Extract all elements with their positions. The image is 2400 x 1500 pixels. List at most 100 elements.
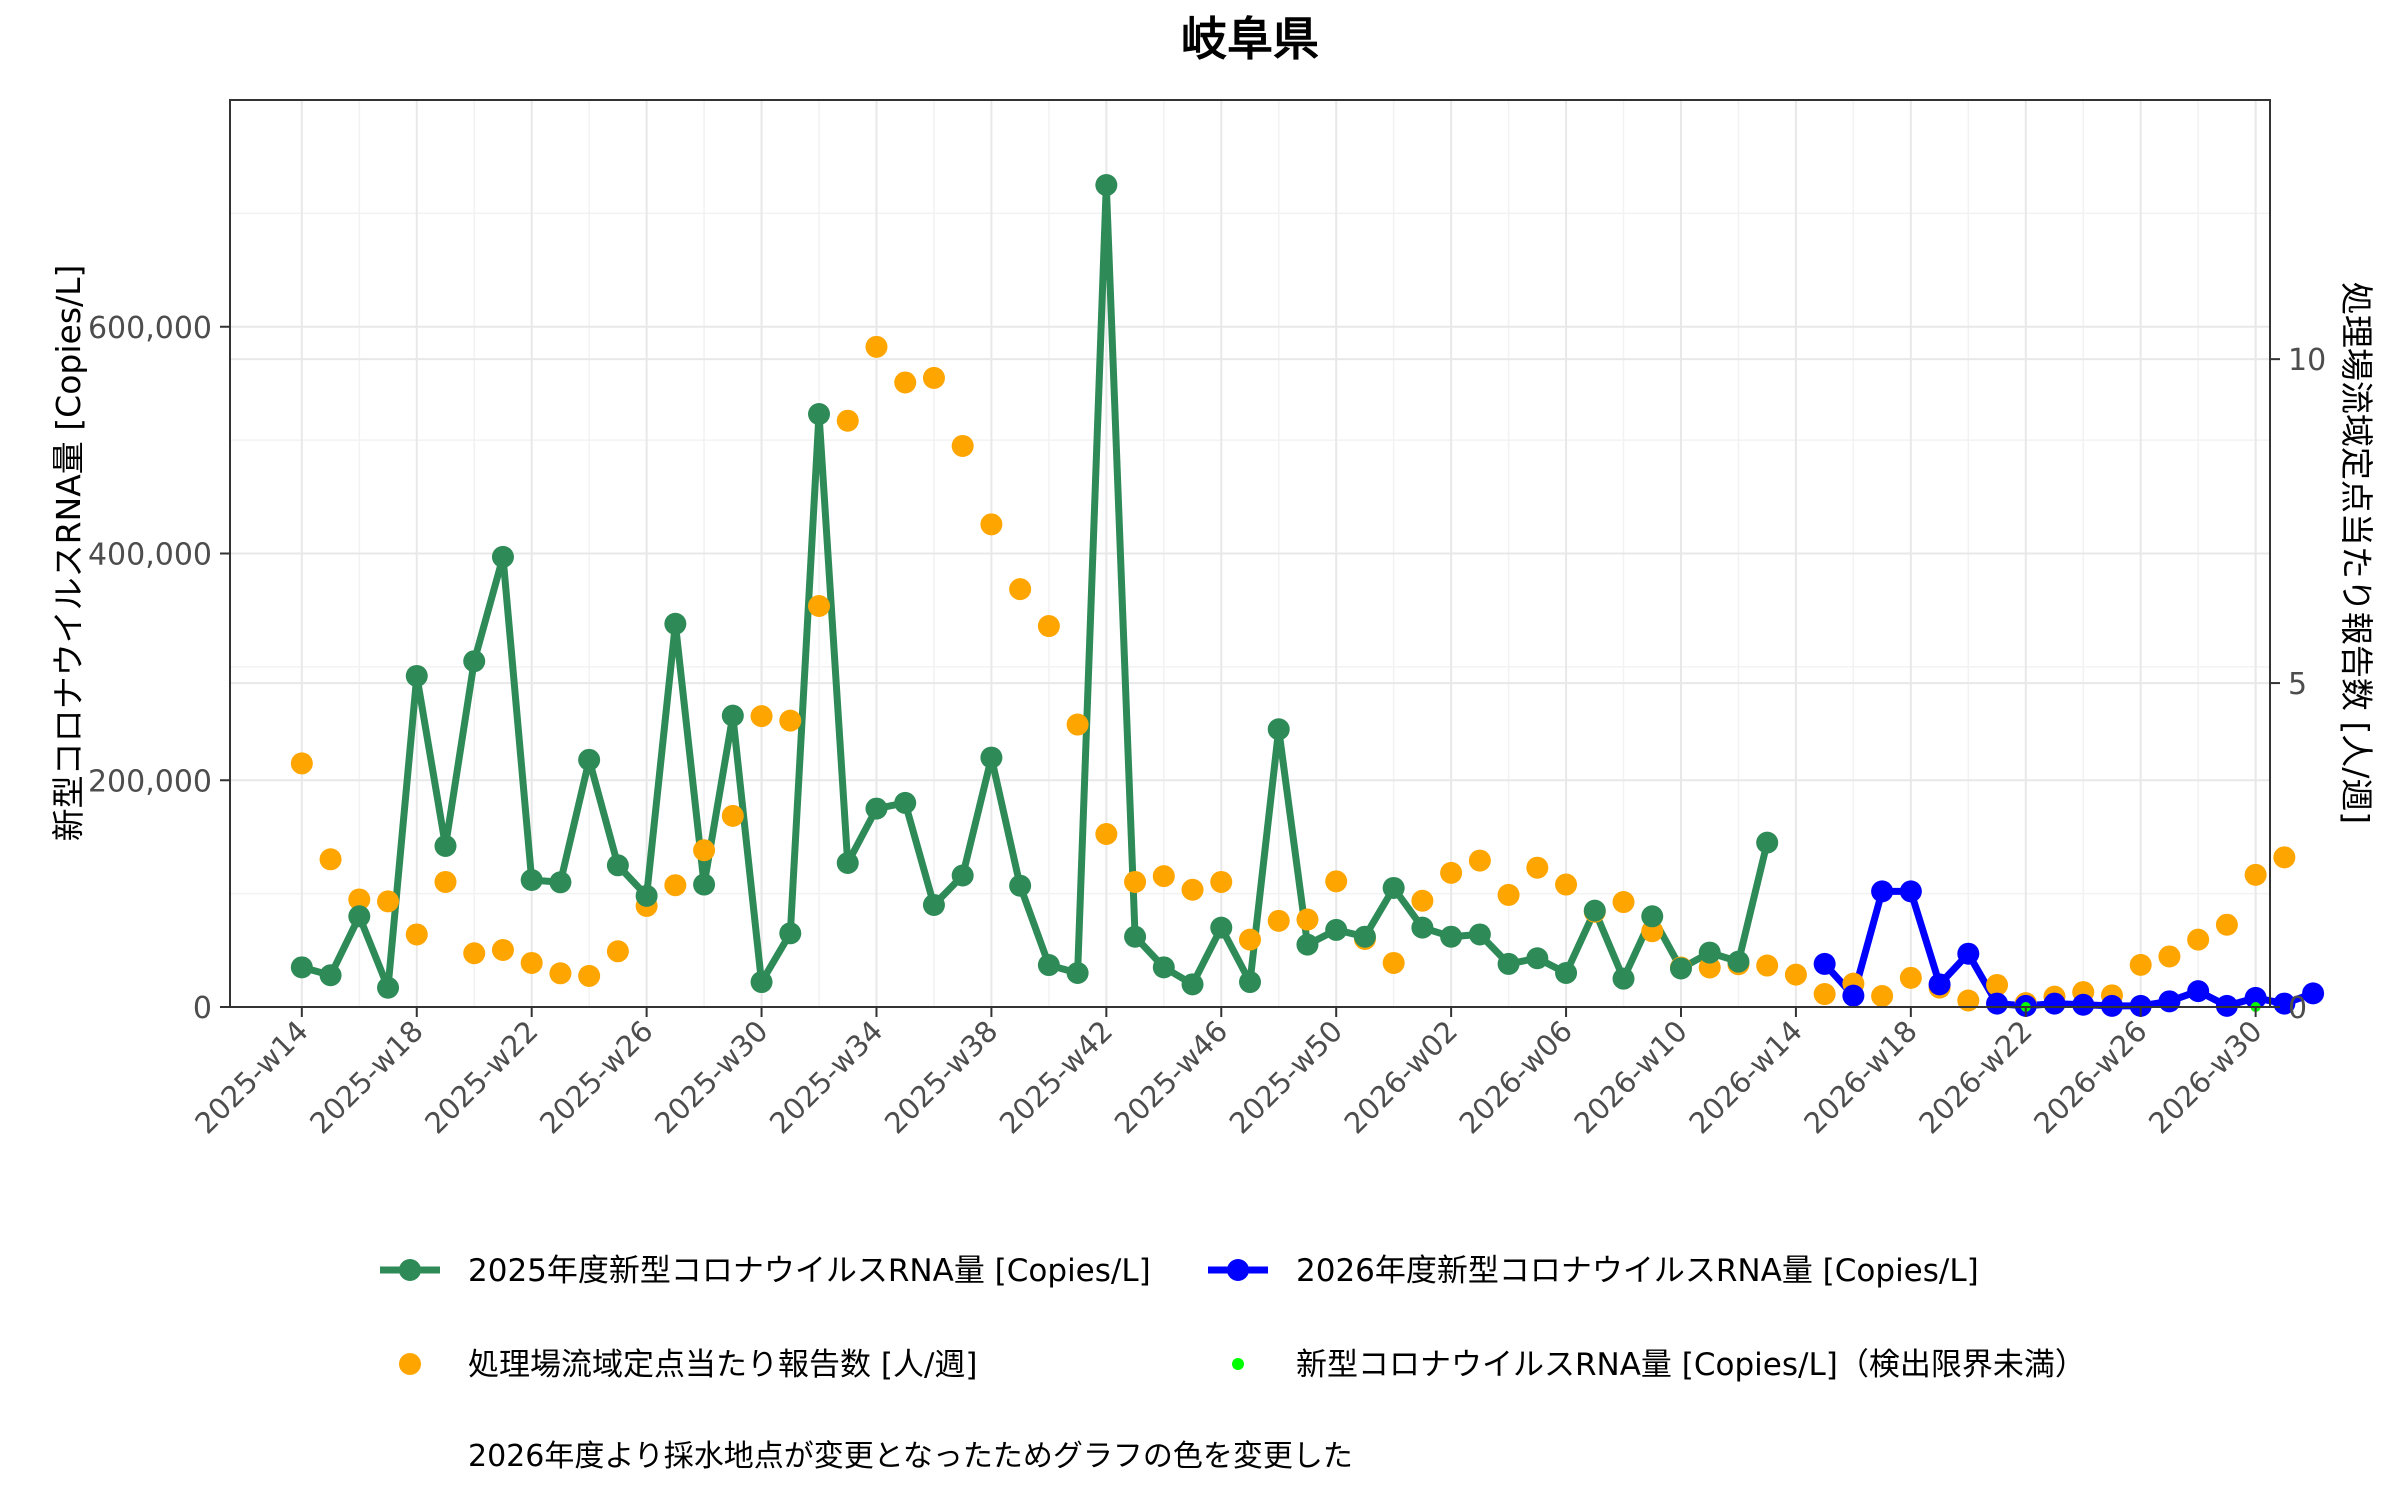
report-point bbox=[1382, 951, 1405, 974]
rna-point bbox=[693, 873, 716, 896]
rna-point bbox=[1842, 984, 1865, 1007]
chart-title: 岐阜県 bbox=[1181, 12, 1319, 66]
rna-point bbox=[1440, 925, 1463, 948]
rna-point bbox=[463, 650, 486, 673]
y-tick-label: 600,000 bbox=[88, 311, 212, 346]
report-point bbox=[1526, 856, 1549, 879]
rna-point bbox=[1124, 925, 1147, 948]
rna-point bbox=[1986, 992, 2009, 1015]
rna-point bbox=[1181, 973, 1204, 996]
rna-point bbox=[1411, 916, 1434, 939]
rna-point bbox=[1239, 971, 1261, 994]
rna-point bbox=[1210, 916, 1233, 939]
rna-point bbox=[1497, 952, 1520, 975]
report-point bbox=[693, 839, 716, 862]
report-point bbox=[1066, 713, 1089, 736]
rna-point bbox=[1928, 973, 1951, 996]
report-point bbox=[750, 705, 773, 728]
rna-point bbox=[2100, 994, 2123, 1017]
rna-point bbox=[2215, 994, 2238, 1017]
legend-swatch-point bbox=[1232, 1358, 1244, 1370]
rna-point bbox=[1813, 952, 1836, 975]
rna-point bbox=[664, 612, 687, 635]
rna-point bbox=[520, 869, 543, 892]
legend-swatch-point bbox=[399, 1259, 421, 1281]
grid-lines bbox=[230, 100, 2270, 1008]
report-point bbox=[1152, 865, 1175, 888]
report-point bbox=[1986, 973, 2009, 996]
rna-point bbox=[606, 854, 629, 877]
legend-label: 新型コロナウイルスRNA量 [Copies/L]（検出限界未満） bbox=[1296, 1347, 2086, 1383]
rna-point bbox=[1009, 874, 1032, 897]
y-axis-left: 0 200,000 400,000 600,000 bbox=[88, 311, 230, 1026]
rna-point bbox=[1296, 933, 1319, 956]
rna-point bbox=[1267, 718, 1290, 741]
report-point bbox=[319, 848, 342, 871]
rna-point bbox=[1468, 923, 1491, 946]
report-point bbox=[1440, 861, 1463, 884]
report-point bbox=[2158, 945, 2181, 968]
rna-point bbox=[2273, 992, 2296, 1015]
rna-point bbox=[2043, 992, 2066, 1015]
rna-point bbox=[1152, 956, 1175, 979]
rna-point bbox=[1037, 954, 1060, 977]
report-point bbox=[1009, 578, 1032, 601]
rna-point bbox=[779, 922, 802, 945]
report-point bbox=[2187, 928, 2210, 951]
report-point bbox=[1756, 954, 1779, 977]
report-point bbox=[1899, 966, 1922, 989]
y2-tick-label: 0 bbox=[2288, 991, 2307, 1026]
rna-point bbox=[491, 545, 514, 568]
rna-point bbox=[1641, 905, 1664, 928]
rna-point bbox=[2158, 990, 2181, 1013]
report-point bbox=[808, 594, 831, 617]
report-point bbox=[1325, 870, 1348, 893]
rna-point bbox=[1353, 925, 1376, 948]
report-point bbox=[2273, 846, 2296, 869]
report-point bbox=[348, 888, 371, 911]
report-point bbox=[1296, 908, 1319, 931]
y-tick-label: 0 bbox=[193, 991, 212, 1026]
rna-point bbox=[894, 791, 917, 814]
report-point bbox=[980, 513, 1003, 536]
report-point bbox=[1612, 891, 1635, 914]
report-point bbox=[2215, 913, 2238, 936]
rna-point bbox=[750, 971, 773, 994]
y-tick-label: 200,000 bbox=[88, 764, 212, 799]
report-point bbox=[1210, 870, 1233, 893]
rna-point bbox=[1555, 961, 1578, 984]
report-point bbox=[463, 942, 486, 965]
y-axis-left-label: 新型コロナウイルスRNA量 [Copies/L] bbox=[49, 265, 88, 842]
rna-point bbox=[348, 905, 371, 928]
report-point bbox=[1784, 963, 1807, 986]
rna-point bbox=[865, 797, 888, 820]
rna-point bbox=[1526, 947, 1549, 970]
rna-point bbox=[1727, 950, 1750, 973]
report-point bbox=[377, 890, 400, 913]
legend: 2025年度新型コロナウイルスRNA量 [Copies/L] 2026年度新型コロ… bbox=[380, 1253, 2086, 1383]
rna-point bbox=[2072, 993, 2095, 1016]
rna-point bbox=[319, 964, 342, 987]
report-point bbox=[951, 434, 974, 457]
rna-point bbox=[951, 864, 974, 887]
rna-point bbox=[635, 884, 658, 907]
report-point bbox=[1555, 873, 1578, 896]
report-point bbox=[2244, 863, 2267, 886]
y-axis-right: 0 5 10 bbox=[2270, 343, 2326, 1026]
report-point bbox=[1267, 909, 1290, 932]
rna-point bbox=[980, 746, 1003, 769]
rna-point bbox=[808, 403, 831, 426]
legend-label: 処理場流域定点当たり報告数 [人/週] bbox=[468, 1347, 978, 1383]
report-point bbox=[434, 870, 457, 893]
report-point bbox=[721, 804, 744, 827]
rna-point bbox=[836, 852, 859, 875]
report-point bbox=[836, 409, 859, 432]
plot-area bbox=[229, 99, 2325, 1017]
report-point bbox=[1468, 849, 1491, 872]
report-point bbox=[1239, 928, 1261, 951]
rna-point bbox=[1066, 961, 1089, 984]
report-point bbox=[1871, 984, 1894, 1007]
rna-point bbox=[1382, 876, 1405, 899]
report-point bbox=[2129, 953, 2152, 976]
